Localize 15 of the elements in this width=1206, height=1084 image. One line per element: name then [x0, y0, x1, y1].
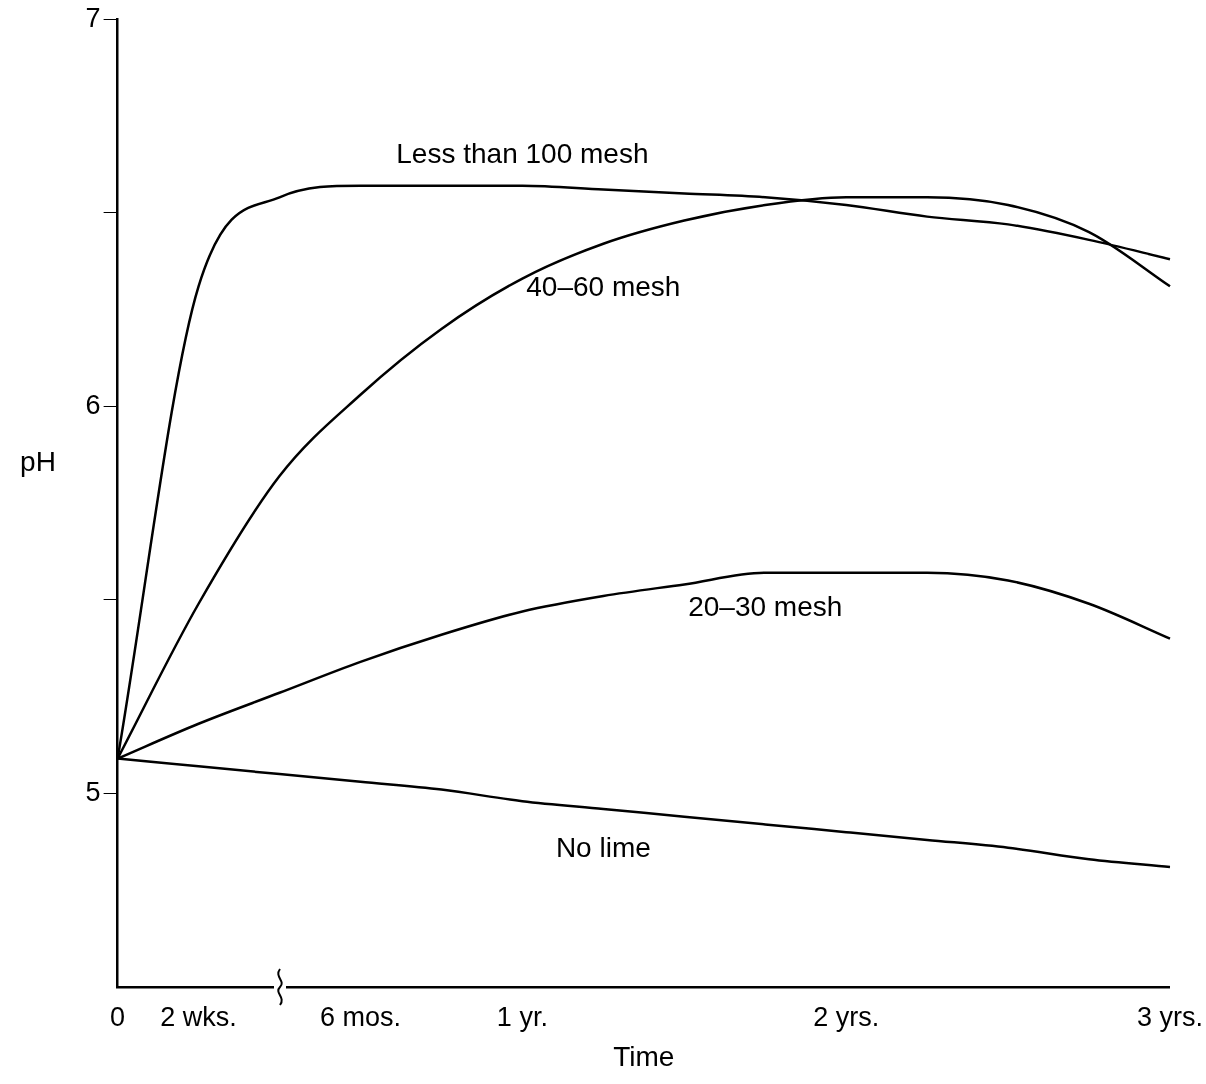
- y-tick-label: 5: [85, 776, 101, 807]
- x-tick-label: 6 mos.: [319, 1001, 401, 1032]
- y-tick-label: 6: [85, 389, 101, 420]
- x-tick-label: 2 yrs.: [813, 1001, 880, 1032]
- x-axis-title: Time: [613, 1040, 675, 1072]
- series-label: 20–30 mesh: [688, 590, 843, 622]
- y-tick-label: 7: [85, 2, 101, 33]
- series-label: 40–60 mesh: [526, 271, 681, 303]
- x-tick-label: 3 yrs.: [1136, 1001, 1203, 1032]
- y-axis-title: pH: [20, 445, 56, 477]
- series-label: Less than 100 mesh: [396, 138, 649, 170]
- x-tick-label: 2 wks.: [160, 1001, 237, 1032]
- x-tick-label: 1 yr.: [496, 1001, 548, 1032]
- series-label: No lime: [555, 831, 651, 863]
- x-tick-label: 0: [110, 1001, 126, 1032]
